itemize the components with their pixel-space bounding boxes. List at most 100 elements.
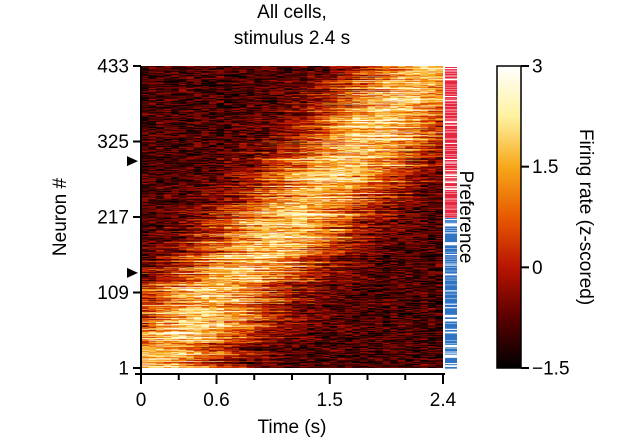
heatmap-cell: [261, 325, 270, 327]
heatmap-cell: [246, 337, 255, 339]
heatmap-cell: [276, 293, 286, 295]
heatmap-cell: [314, 340, 323, 342]
heatmap-cell: [276, 296, 286, 298]
heatmap-cell: [307, 313, 316, 315]
heatmap-cell: [329, 333, 338, 335]
heatmap-cell: [208, 343, 218, 345]
heatmap-cell: [171, 304, 180, 306]
heatmap-cell: [148, 312, 157, 314]
heatmap-cell: [186, 352, 195, 354]
heatmap-cell: [299, 355, 308, 357]
heatmap-cell: [420, 315, 429, 318]
heatmap-cell: [208, 300, 218, 302]
heatmap-cell: [382, 348, 391, 350]
heatmap-cell: [216, 325, 225, 327]
heatmap-cell: [261, 314, 270, 316]
heatmap-cell: [427, 345, 437, 347]
heatmap-cell: [284, 312, 293, 314]
heatmap-cell: [405, 349, 414, 351]
heatmap-cell: [208, 319, 218, 321]
heatmap-cell: [352, 307, 361, 309]
heatmap-cell: [284, 307, 293, 309]
heatmap-cell: [435, 311, 443, 313]
heatmap-cell: [314, 313, 323, 315]
heatmap-cell: [397, 350, 406, 352]
heatmap-cell: [299, 288, 308, 290]
heatmap-cell: [405, 302, 414, 304]
heatmap-cell: [375, 336, 384, 338]
heatmap-row: [141, 338, 443, 340]
heatmap-cell: [231, 343, 240, 345]
heatmap-cell: [412, 286, 421, 288]
heatmap-cell: [186, 298, 195, 300]
heatmap-cell: [435, 308, 443, 310]
heatmap-row: [141, 298, 443, 300]
heatmap-cell: [178, 312, 187, 314]
heatmap-cell: [163, 365, 172, 367]
heatmap-row: [141, 341, 443, 343]
heatmap-cell: [390, 308, 399, 310]
heatmap-cell: [178, 341, 187, 343]
heatmap-cell: [322, 294, 331, 296]
heatmap-cell: [314, 302, 323, 304]
heatmap-cell: [186, 311, 195, 313]
heatmap-cell: [412, 345, 421, 347]
heatmap-cell: [276, 301, 286, 304]
heatmap-cell: [239, 350, 248, 352]
heatmap-cell: [284, 296, 293, 298]
heatmap-cell: [292, 349, 301, 351]
heatmap-cell: [239, 290, 248, 292]
heatmap-cell: [405, 296, 414, 298]
heatmap-cell: [344, 344, 353, 346]
heatmap-cell: [359, 287, 369, 290]
heatmap-cell: [337, 352, 346, 354]
heatmap-cell: [208, 351, 218, 353]
heatmap-row: [141, 319, 443, 321]
heatmap-cell: [261, 299, 270, 301]
heatmap-cell: [239, 315, 248, 318]
heatmap-row: [141, 355, 443, 357]
heatmap-cell: [246, 343, 255, 345]
heatmap-cell: [427, 320, 437, 322]
heatmap-cell: [284, 297, 293, 299]
heatmap-cell: [322, 301, 331, 303]
heatmap-cell: [322, 295, 331, 297]
heatmap-cell: [337, 324, 346, 326]
heatmap-cell: [163, 338, 172, 341]
heatmap-cell: [420, 317, 429, 319]
heatmap-cell: [254, 348, 263, 350]
heatmap-cell: [314, 329, 323, 331]
heatmap-cell: [397, 328, 406, 330]
heatmap-cell: [390, 356, 399, 358]
heatmap-cell: [163, 336, 172, 338]
heatmap-cell: [246, 325, 255, 327]
heatmap-cell: [337, 326, 346, 328]
heatmap-cell: [390, 286, 399, 288]
heatmap-cell: [186, 286, 195, 288]
heatmap-cell: [163, 331, 172, 334]
heatmap-cell: [178, 364, 187, 366]
heatmap-cell: [208, 338, 218, 341]
heatmap-cell: [307, 301, 316, 304]
heatmap-cell: [375, 313, 384, 315]
heatmap-cell: [163, 301, 172, 303]
heatmap-cell: [201, 328, 210, 330]
heatmap-cell: [367, 348, 376, 350]
heatmap-cell: [435, 351, 443, 353]
heatmap-cell: [397, 348, 406, 350]
heatmap-cell: [427, 331, 437, 333]
heatmap-cell: [359, 348, 369, 350]
heatmap-cell: [314, 301, 323, 304]
heatmap-cell: [382, 300, 391, 302]
heatmap-cell: [261, 299, 270, 301]
heatmap-cell: [420, 341, 429, 343]
heatmap-cell: [231, 343, 240, 345]
heatmap-cell: [367, 332, 376, 334]
heatmap-cell: [307, 301, 316, 303]
heatmap-cell: [405, 298, 414, 300]
heatmap-cell: [427, 336, 437, 338]
heatmap-cell: [344, 350, 353, 352]
heatmap-cell: [412, 348, 421, 350]
heatmap-cell: [420, 299, 429, 301]
heatmap-cell: [246, 362, 255, 364]
